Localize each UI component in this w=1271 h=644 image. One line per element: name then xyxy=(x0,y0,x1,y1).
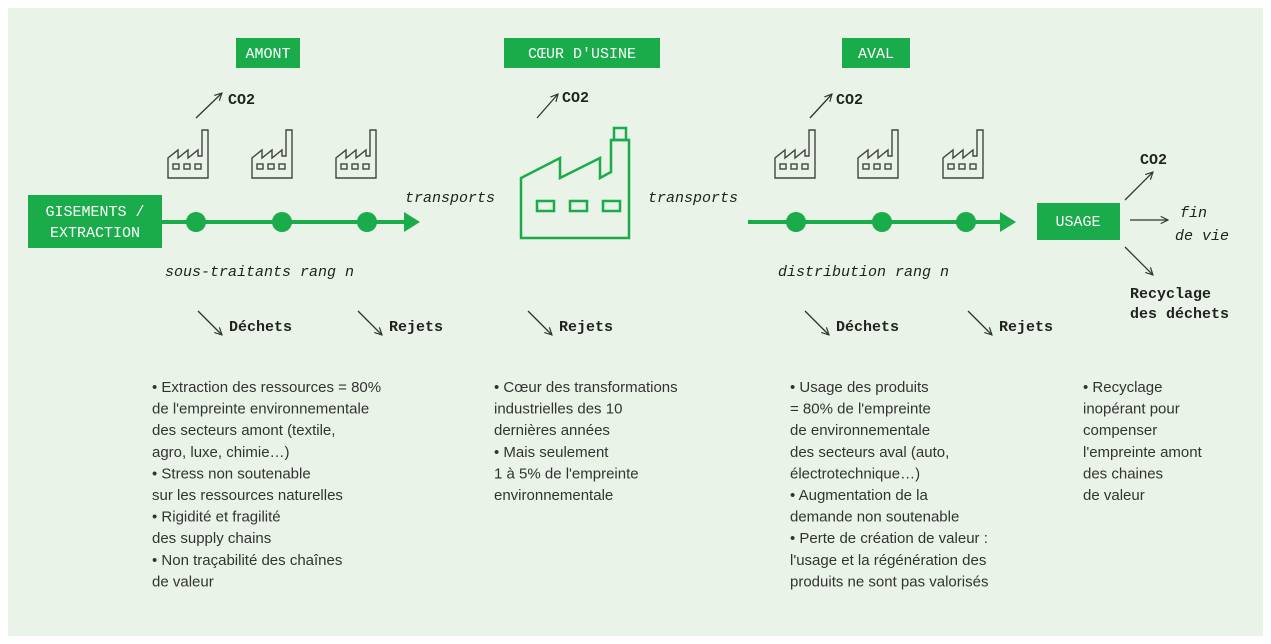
tier-label: distribution rang n xyxy=(778,264,949,281)
node xyxy=(786,212,806,232)
note-line: compenser xyxy=(1083,422,1157,439)
note-line: • Usage des produits xyxy=(790,379,929,396)
node xyxy=(186,212,206,232)
output-label: Rejets xyxy=(559,319,613,336)
note-line: l'usage et la régénération des xyxy=(790,552,986,569)
output-label: Rejets xyxy=(999,319,1053,336)
note-line: de environnementale xyxy=(790,422,930,439)
note-line: sur les ressources naturelles xyxy=(152,487,343,504)
note-line: industrielles des 10 xyxy=(494,401,622,418)
arrow xyxy=(527,310,552,335)
source-label: EXTRACTION xyxy=(50,225,140,242)
recycling-label: des déchets xyxy=(1130,306,1229,323)
note-line: environnementale xyxy=(494,487,613,504)
node xyxy=(956,212,976,232)
note-line: • Augmentation de la xyxy=(790,487,929,504)
arrow xyxy=(1124,246,1153,275)
note-line: demande non soutenable xyxy=(790,509,959,526)
arrow xyxy=(1124,172,1153,201)
recycling-label: Recyclage xyxy=(1130,286,1211,303)
note-line: • Mais seulement xyxy=(494,444,609,461)
usage-label: USAGE xyxy=(1055,214,1100,231)
node xyxy=(872,212,892,232)
note-line: • Extraction des ressources = 80% xyxy=(152,379,381,396)
co2-label: CO2 xyxy=(836,92,863,109)
note-line: de l'empreinte environnementale xyxy=(152,401,369,418)
stage-label: AMONT xyxy=(245,46,290,63)
stage-box xyxy=(842,38,910,68)
transport-label: transports xyxy=(648,190,738,207)
arrow xyxy=(197,310,222,335)
stage-box xyxy=(504,38,660,68)
note-line: agro, luxe, chimie…) xyxy=(152,444,290,461)
stage-label: AVAL xyxy=(858,46,894,63)
co2-label: CO2 xyxy=(1140,152,1167,169)
co2-label: CO2 xyxy=(562,90,589,107)
arrow xyxy=(195,93,222,119)
arrow xyxy=(536,94,558,119)
end-of-life-label: de vie xyxy=(1175,228,1229,245)
output-label: Déchets xyxy=(836,319,899,336)
note-line: de valeur xyxy=(152,573,214,590)
note-line: • Cœur des transformations xyxy=(494,379,678,396)
note-line: de valeur xyxy=(1083,487,1145,504)
arrowhead xyxy=(1000,212,1016,232)
note-line: • Stress non soutenable xyxy=(152,465,311,482)
note-line: • Non traçabilité des chaînes xyxy=(152,552,342,569)
note-line: = 80% de l'empreinte xyxy=(790,401,931,418)
note-line: inopérant pour xyxy=(1083,401,1180,418)
note-line: des secteurs aval (auto, xyxy=(790,444,949,461)
note-line: • Rigidité et fragilité xyxy=(152,509,281,526)
note-line: des secteurs amont (textile, xyxy=(152,422,335,439)
note-line: électrotechnique…) xyxy=(790,465,920,482)
note-line: produits ne sont pas valorisés xyxy=(790,573,988,590)
transport-label: transports xyxy=(405,190,495,207)
tier-label: sous-traitants rang n xyxy=(165,264,354,281)
note-line: des chaines xyxy=(1083,465,1163,482)
main-factory xyxy=(519,126,631,240)
stage-label: CŒUR D'USINE xyxy=(528,46,636,63)
arrow xyxy=(809,94,832,119)
arrow xyxy=(357,310,382,335)
co2-label: CO2 xyxy=(228,92,255,109)
note-line: des supply chains xyxy=(152,530,271,547)
arrow xyxy=(967,310,992,335)
note-line: • Recyclage xyxy=(1083,379,1162,396)
note-line: l'empreinte amont xyxy=(1083,444,1203,461)
note-line: 1 à 5% de l'empreinte xyxy=(494,465,639,482)
source-box xyxy=(28,195,162,248)
note-line: dernières années xyxy=(494,422,610,439)
arrow xyxy=(804,310,829,335)
note-line: • Perte de création de valeur : xyxy=(790,530,988,547)
source-label: GISEMENTS / xyxy=(45,204,144,221)
output-label: Déchets xyxy=(229,319,292,336)
node xyxy=(272,212,292,232)
end-of-life-label: fin xyxy=(1180,205,1207,222)
node xyxy=(357,212,377,232)
usage-box xyxy=(1037,203,1120,240)
arrowhead xyxy=(404,212,420,232)
output-label: Rejets xyxy=(389,319,443,336)
stage-box xyxy=(236,38,300,68)
background xyxy=(8,8,1263,636)
